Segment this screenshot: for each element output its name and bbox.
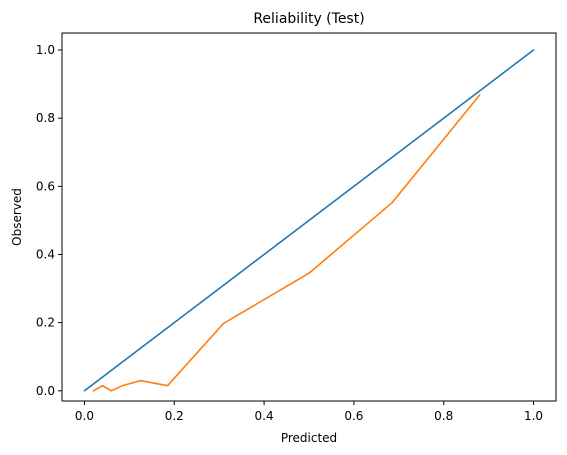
x-axis-ticks: 0.0 0.2 0.4 0.6 0.8 1.0 (75, 401, 543, 423)
y-tick-label: 0.0 (36, 384, 55, 398)
y-tick-label: 0.4 (36, 247, 55, 261)
x-tick-label: 0.2 (165, 409, 184, 423)
series-0-line (84, 50, 533, 391)
x-tick-label: 0.0 (75, 409, 94, 423)
y-tick-label: 0.6 (36, 179, 55, 193)
y-axis-ticks: 0.0 0.2 0.4 0.6 0.8 1.0 (36, 43, 62, 398)
y-tick-label: 0.8 (36, 111, 55, 125)
x-tick-label: 0.4 (255, 409, 274, 423)
y-tick-label: 1.0 (36, 43, 55, 57)
x-tick-label: 1.0 (524, 409, 543, 423)
series-1-line (93, 95, 479, 391)
chart-title: Reliability (Test) (253, 11, 364, 27)
y-tick-label: 0.2 (36, 316, 55, 330)
x-axis-label: Predicted (281, 431, 337, 445)
x-tick-label: 0.6 (344, 409, 363, 423)
plot-frame (62, 33, 556, 401)
y-axis-label: Observed (10, 188, 24, 246)
series-layer (84, 50, 533, 391)
x-tick-label: 0.8 (434, 409, 453, 423)
